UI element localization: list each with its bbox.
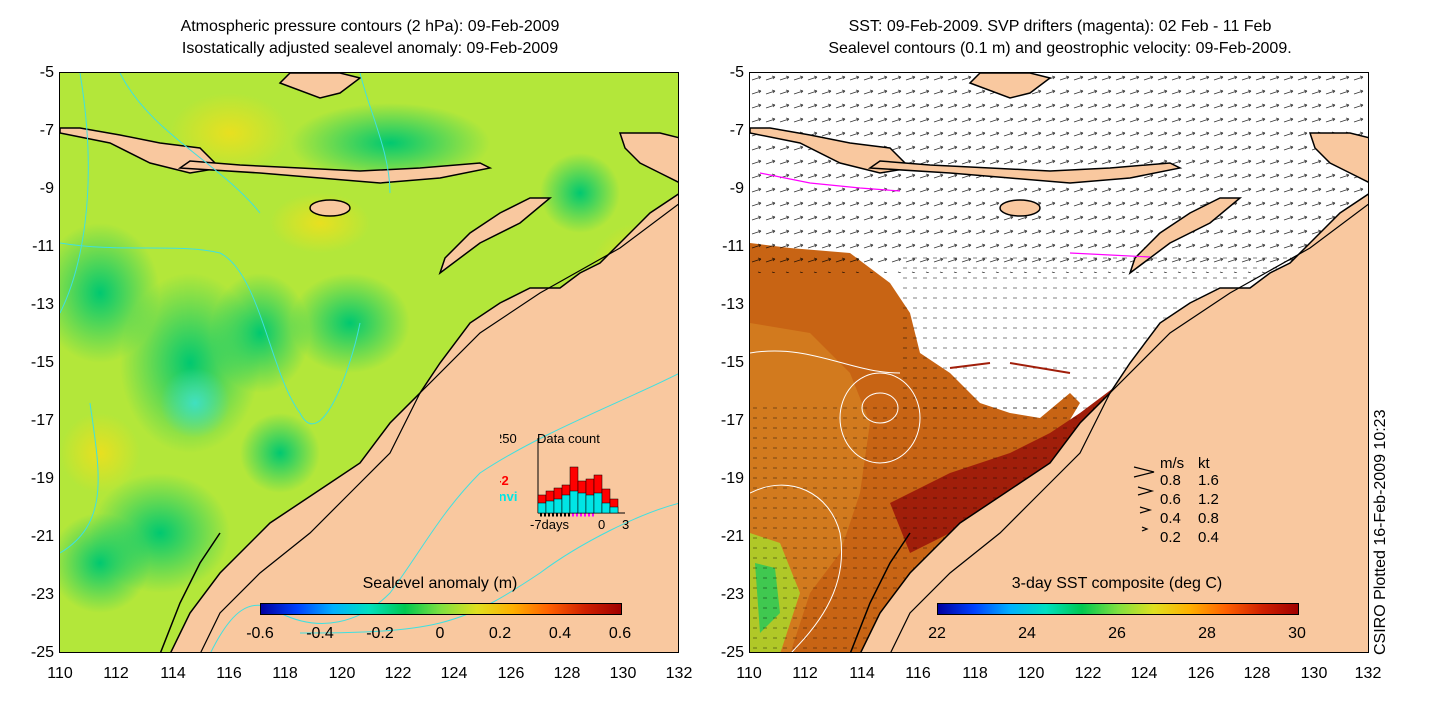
right-cbar-tick-3: 26: [1108, 625, 1126, 642]
left-y-tick: -11: [32, 238, 54, 255]
right-x-tick: 116: [905, 665, 931, 682]
right-y-tick: -13: [720, 296, 744, 313]
data-count-inset: 250 Data count J-2 Envi: [500, 431, 629, 532]
legend-arrow-0-4: [1139, 506, 1153, 514]
right-x-tick: 130: [1300, 665, 1328, 682]
right-x-tick: 128: [1243, 665, 1271, 682]
right-y-tick: -9: [729, 180, 744, 197]
legend-header-ms: m/s: [1160, 455, 1185, 472]
right-y-tick: -11: [722, 238, 744, 255]
left-y-tick: -15: [30, 354, 54, 371]
left-x-tick: 114: [160, 665, 186, 682]
right-title-line2: Sealevel contours (0.1 m) and geostrophi…: [828, 40, 1292, 57]
legend-arrow-0-6: [1137, 486, 1155, 496]
legend-ms-1: 0.6: [1160, 491, 1181, 508]
left-title-line2: Isostatically adjusted sealevel anomaly:…: [181, 40, 559, 57]
left-cbar-tick-3: -0.2: [366, 625, 394, 642]
left-x-tick: 112: [103, 665, 129, 682]
right-y-tick: -5: [729, 64, 744, 81]
left-colorbar-title: Sealevel anomaly (m): [362, 575, 518, 592]
right-map-graphic: [750, 73, 1368, 652]
left-y-tick: -9: [39, 180, 54, 197]
left-x-tick: 118: [272, 665, 298, 682]
left-cbar-tick-6: 0.4: [548, 625, 572, 642]
legend-kt-3: 0.4: [1198, 529, 1219, 546]
left-colorbar: [260, 603, 622, 615]
legend-ms-3: 0.2: [1160, 529, 1181, 546]
right-x-tick: 118: [962, 665, 988, 682]
left-y-tick: -25: [30, 644, 54, 661]
right-x-tick: 124: [1130, 665, 1158, 682]
right-y-tick: -21: [720, 528, 744, 545]
left-x-tick: 124: [440, 665, 468, 682]
legend-kt-2: 0.8: [1198, 510, 1219, 527]
right-x-tick: 120: [1017, 665, 1045, 682]
left-cbar-tick-7: 0.6: [608, 625, 632, 642]
left-y-tick: -23: [30, 586, 54, 603]
inset-series-j2: J-2: [500, 473, 509, 488]
left-x-tick: 120: [328, 665, 356, 682]
right-colorbar: [937, 603, 1299, 615]
left-x-tick: 116: [216, 665, 242, 682]
right-map: m/s kt 0.8 1.6 0.6 1.2 0.4 0.8 0.2 0.4 3…: [749, 72, 1369, 653]
right-cbar-tick-4: 28: [1198, 625, 1216, 642]
left-x-tick: 122: [384, 665, 412, 682]
left-x-tick: 130: [609, 665, 637, 682]
left-x-tick: 128: [553, 665, 581, 682]
right-colorbar-title: 3-day SST composite (deg C): [1011, 575, 1223, 592]
right-y-tick: -23: [720, 586, 744, 603]
right-title-line1: SST: 09-Feb-2009. SVP drifters (magenta)…: [848, 18, 1272, 35]
right-y-tick: -7: [729, 122, 744, 139]
legend-header-kt: kt: [1198, 455, 1210, 472]
legend-kt-1: 1.2: [1198, 491, 1219, 508]
inset-title: Data count: [537, 431, 600, 446]
right-y-tick: -17: [720, 412, 744, 429]
legend-ms-2: 0.4: [1160, 510, 1181, 527]
right-x-tick: 126: [1187, 665, 1215, 682]
right-x-tick: 114: [849, 665, 875, 682]
right-cbar-tick-1: 22: [928, 625, 946, 642]
velocity-legend-arrows: [1133, 466, 1155, 532]
inset-x-label-zero: 0: [598, 517, 605, 532]
legend-ms-0: 0.8: [1160, 472, 1181, 489]
inset-x-label-end: 3: [622, 517, 629, 532]
left-x-tick: 132: [665, 665, 693, 682]
left-x-tick: 110: [47, 665, 73, 682]
credit-label: CSIRO Plotted 16-Feb-2009 10:23: [1372, 409, 1389, 655]
legend-arrow-0-2: [1141, 526, 1149, 532]
legend-arrow-0-8: [1133, 466, 1155, 478]
right-cbar-tick-5: 30: [1288, 625, 1306, 642]
right-x-tick: 122: [1074, 665, 1102, 682]
left-map: 250 Data count J-2 Envi: [59, 72, 679, 653]
right-y-tick: -19: [720, 470, 744, 487]
left-cbar-tick-4: 0: [435, 625, 445, 642]
right-y-tick: -15: [720, 354, 744, 371]
right-x-tick: 132: [1354, 665, 1382, 682]
left-map-graphic: [60, 73, 678, 652]
left-y-tick: -17: [30, 412, 54, 429]
left-y-tick: -5: [39, 64, 54, 81]
left-x-tick: 126: [497, 665, 525, 682]
inset-bars: [537, 466, 619, 517]
inset-max-label: 250: [500, 431, 517, 446]
right-x-tick: 112: [792, 665, 818, 682]
left-cbar-tick-1: -0.6: [246, 625, 274, 642]
left-y-tick: -19: [30, 470, 54, 487]
left-y-tick: -13: [30, 296, 54, 313]
right-cbar-tick-2: 24: [1018, 625, 1036, 642]
legend-kt-0: 1.6: [1198, 472, 1219, 489]
inset-series-envi: Envi: [500, 489, 517, 504]
left-cbar-tick-2: -0.4: [306, 625, 334, 642]
left-y-tick: -7: [39, 122, 54, 139]
left-title-line1: Atmospheric pressure contours (2 hPa): 0…: [180, 18, 560, 35]
right-x-tick: 110: [736, 665, 762, 682]
inset-x-label-start: -7days: [530, 517, 570, 532]
left-cbar-tick-5: 0.2: [488, 625, 512, 642]
right-y-tick: -25: [720, 644, 744, 661]
left-y-tick: -21: [30, 528, 54, 545]
